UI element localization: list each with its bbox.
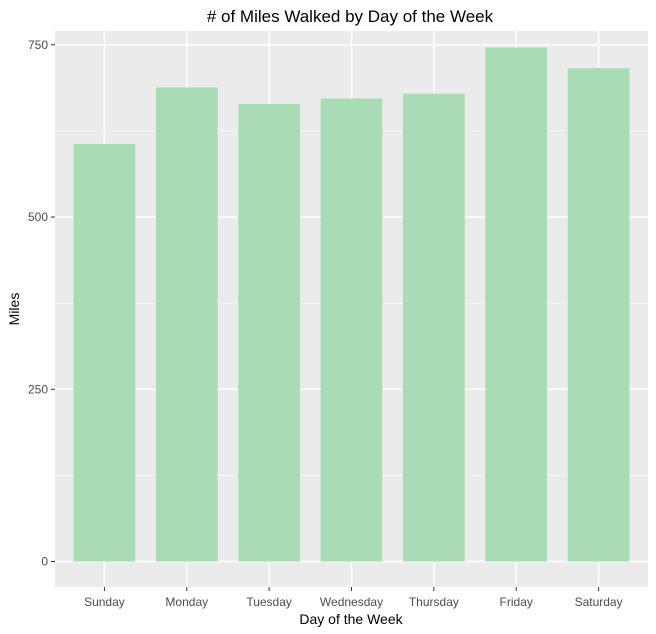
x-tick-label: Tuesday	[246, 595, 292, 609]
y-tick-label: 750	[28, 38, 48, 52]
chart-title: # of Miles Walked by Day of the Week	[207, 7, 494, 26]
axes: 0 250 500 750 Sunday Monday Tuesday Wednesday Th…	[28, 38, 623, 609]
bar-tuesday	[238, 104, 301, 562]
x-tick-label: Thursday	[409, 595, 459, 609]
x-axis-title: Day of the Week	[299, 611, 403, 627]
y-axis-title: Miles	[6, 293, 22, 326]
bar-monday	[155, 87, 218, 562]
bars	[73, 47, 630, 562]
y-tick-label: 500	[28, 210, 48, 224]
y-tick-label: 250	[28, 382, 48, 396]
x-tick-label: Sunday	[84, 595, 125, 609]
bar-wednesday	[320, 98, 383, 562]
y-tick-label: 0	[41, 555, 48, 569]
bar-saturday	[567, 68, 630, 562]
bar-friday	[485, 47, 548, 562]
bar-sunday	[73, 143, 136, 562]
x-tick-label: Monday	[165, 595, 208, 609]
x-tick-label: Friday	[500, 595, 533, 609]
x-tick-label: Wednesday	[320, 595, 383, 609]
bar-thursday	[402, 93, 465, 562]
x-tick-label: Saturday	[575, 595, 623, 609]
